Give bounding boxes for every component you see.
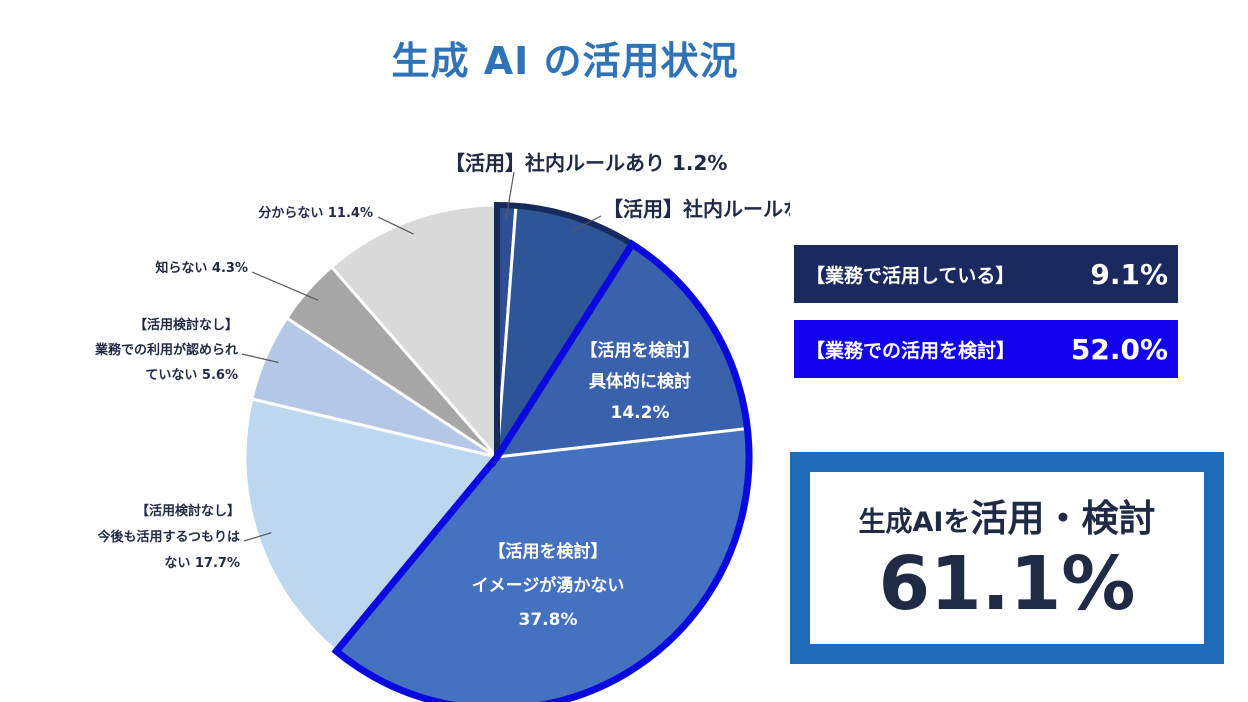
slice-label-line: 業務での利用が認められ (94, 342, 238, 358)
slice-label-line: 知らない 4.3% (155, 260, 248, 276)
slice-label-line: ていない 5.6% (145, 368, 238, 383)
pie-slice (330, 203, 499, 459)
slice-label-line: イメージが湧かない (472, 575, 625, 596)
slice-label: 【活用検討なし】業務での利用が認められていない 5.6% (94, 317, 238, 383)
badge-considering: 【業務での活用を検討】 52.0% (794, 320, 1178, 378)
leader-line (571, 215, 602, 232)
slice-label-line: 【活用】社内ルールあり 1.2% (445, 151, 727, 175)
slice-label: 【活用を検討】具体的に検討 14.2% (581, 340, 700, 423)
slice-label: 【活用を検討】イメージが湧かない 37.8% (472, 541, 625, 630)
summary-caption: 生成AIを活用・検討 (859, 488, 1156, 542)
slice-label-line: 【活用】社内ルールなし 7.8% (603, 197, 790, 221)
leader-line (241, 353, 279, 364)
highlight-using-outline (494, 201, 637, 468)
slice-label: 分からない 11.4% (258, 205, 373, 221)
chart-title: 生成 AI の活用状況 (391, 39, 739, 83)
slice-label: 知らない 4.3% (155, 260, 248, 276)
pie-chart: 【活用】社内ルールあり 1.2%【活用】社内ルールなし 7.8%【活用を検討】具… (94, 151, 790, 702)
leader-line (377, 216, 414, 235)
slice-label: 【活用検討なし】今後も活用するつもりはない 17.7% (97, 503, 240, 571)
slice-label-line: 分からない 11.4% (258, 205, 373, 221)
leader-line (251, 271, 319, 301)
slice-label-line: 14.2% (611, 403, 670, 423)
slice-label-line: 37.8% (519, 610, 578, 630)
slice-label: 【活用】社内ルールなし 7.8% (603, 197, 790, 221)
summary-value: 61.1% (878, 541, 1136, 628)
summary-inner: 生成AIを活用・検討 61.1% (810, 472, 1204, 644)
leader-line (505, 171, 515, 220)
highlight-considering-outline (331, 239, 753, 702)
summary-emphasis: 活用・検討 (970, 497, 1156, 541)
slice-label-line: 【活用検討なし】 (134, 317, 238, 333)
badge-using: 【業務で活用している】 9.1% (794, 245, 1178, 303)
badge-using-value: 9.1% (1090, 257, 1168, 291)
slice-label-line: 今後も活用するつもりは (97, 529, 240, 545)
badge-considering-value: 52.0% (1070, 332, 1168, 366)
slice-label-line: 【活用を検討】 (489, 541, 608, 562)
slice-label-line: 【活用検討なし】 (136, 503, 240, 519)
leader-line (243, 532, 272, 542)
summary-prefix: 生成AIを (858, 507, 971, 539)
slice-label-line: 具体的に検討 (588, 371, 691, 392)
slice-label-line: 【活用を検討】 (581, 340, 700, 361)
slice-label: 【活用】社内ルールあり 1.2% (445, 151, 727, 175)
summary-box: 生成AIを活用・検討 61.1% (790, 452, 1224, 664)
badge-considering-label: 【業務での活用を検討】 (806, 339, 1016, 362)
badge-using-label: 【業務で活用している】 (806, 264, 1015, 287)
slice-label-line: ない 17.7% (164, 556, 240, 571)
